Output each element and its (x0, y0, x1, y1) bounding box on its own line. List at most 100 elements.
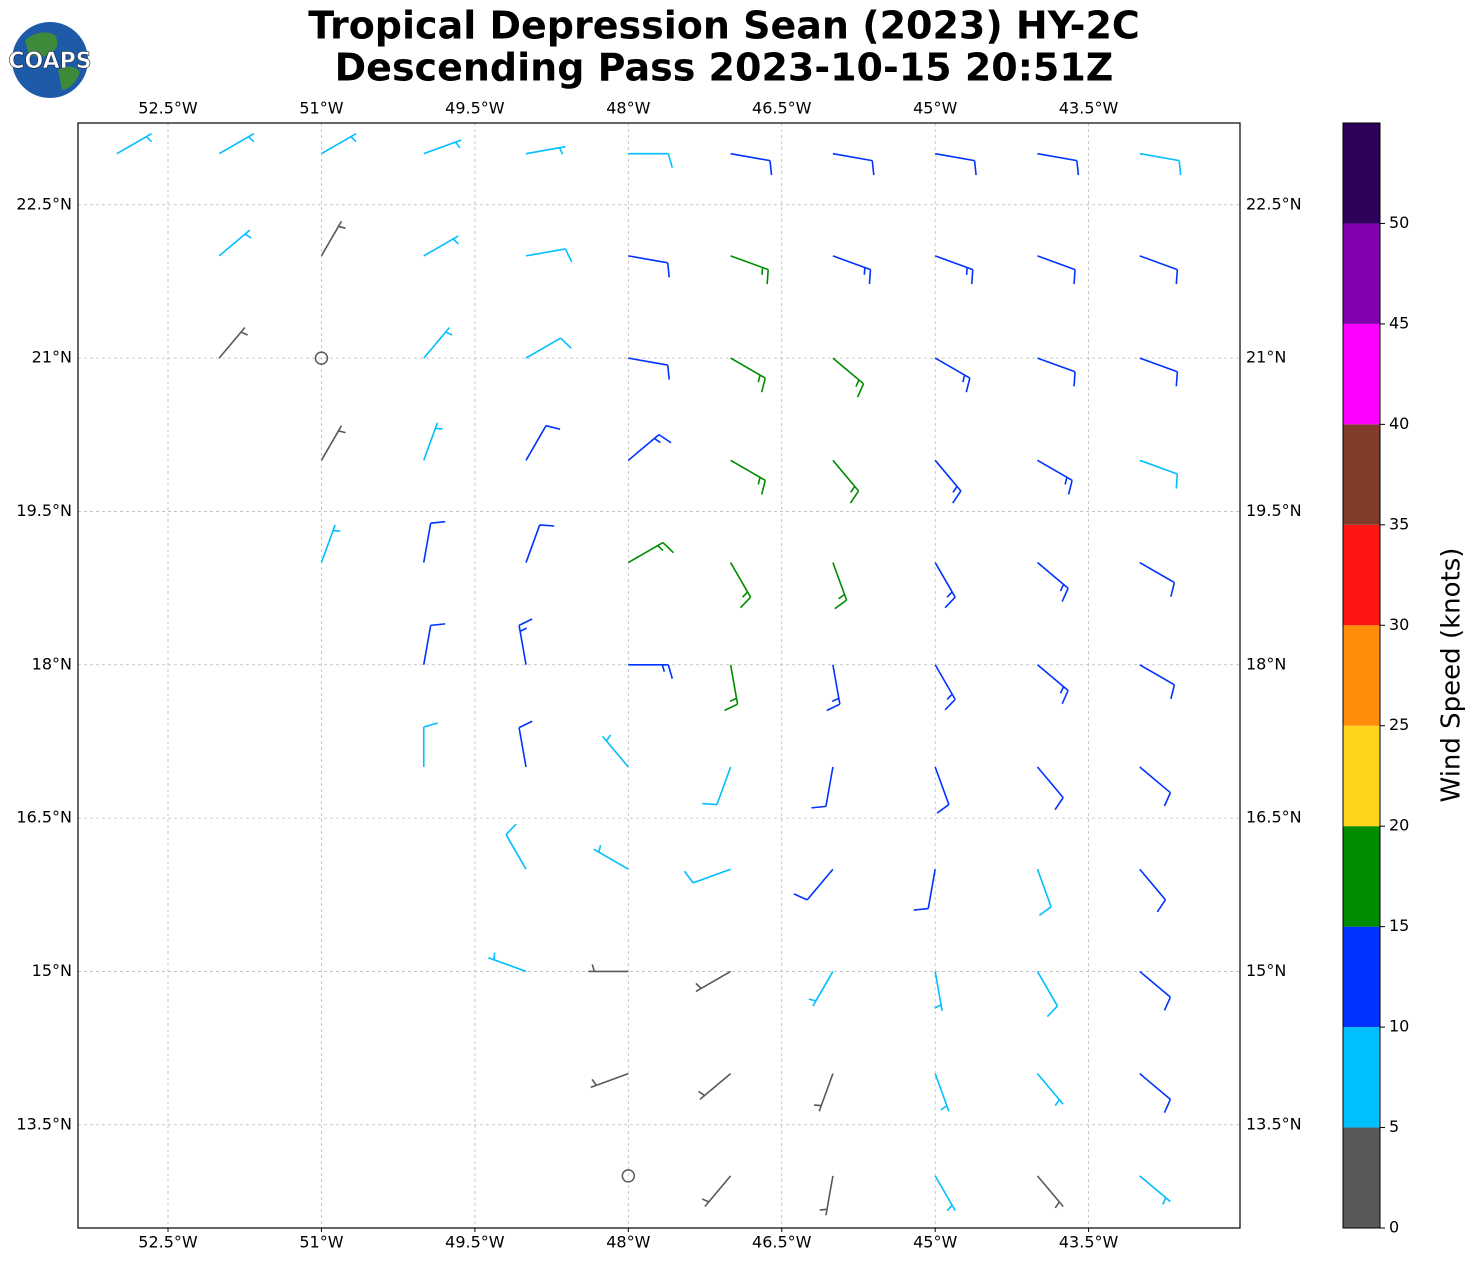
barb (683, 868, 731, 884)
barb (1139, 868, 1167, 913)
barb (218, 229, 252, 257)
barb (811, 766, 834, 809)
barb (1139, 766, 1172, 807)
logo: COAPS (8, 22, 92, 98)
x-tick-label: 52.5°W (138, 99, 198, 118)
y-tick-label: 21°N (1246, 348, 1286, 367)
colorbar-tick-label: 40 (1389, 414, 1409, 433)
barb (1139, 152, 1182, 176)
colorbar-segment (1343, 926, 1380, 1028)
barb (698, 1073, 732, 1100)
colorbar-segment (1343, 725, 1380, 827)
x-tick-label: 43.5°W (1059, 99, 1119, 118)
x-tick-label: 45°W (913, 1233, 957, 1252)
barb (913, 869, 936, 911)
y-tick-label: 19.5°N (1246, 501, 1302, 520)
barb (627, 433, 672, 461)
barb (590, 1072, 629, 1089)
barb (695, 970, 732, 993)
barb (832, 562, 848, 610)
barb (832, 459, 860, 504)
y-tick-label: 13.5°N (1246, 1114, 1302, 1133)
barb (1139, 970, 1172, 1011)
colorbar-tick-label: 45 (1389, 313, 1409, 332)
colorbar-tick-label: 30 (1389, 615, 1409, 634)
colorbar-tick-label: 35 (1389, 514, 1409, 533)
barb (1036, 766, 1064, 811)
barb (730, 357, 767, 393)
colorbar-tick-label: 10 (1389, 1017, 1409, 1036)
barb (593, 844, 629, 870)
barb (422, 623, 446, 665)
barb (826, 664, 841, 712)
barb (518, 720, 533, 768)
colorbar-tick-label: 20 (1389, 816, 1409, 835)
barb (934, 459, 962, 504)
x-tick-label: 51°W (299, 99, 343, 118)
colorbar-tick-label: 0 (1389, 1218, 1399, 1237)
barb (730, 152, 773, 176)
barb-calm (621, 1169, 636, 1183)
x-tick-label: 49.5°W (445, 1233, 505, 1252)
barb (1036, 664, 1069, 705)
barb (934, 1073, 950, 1112)
x-tick-label: 51°W (299, 1233, 343, 1252)
barb (1139, 357, 1179, 387)
barb (813, 1073, 834, 1112)
barb (1036, 1073, 1064, 1107)
x-tick-label: 46.5°W (752, 1233, 812, 1252)
logo-text: COAPS (8, 49, 91, 74)
barb (1139, 255, 1179, 285)
colorbar-segment (1343, 223, 1380, 324)
colorbar-tick-label: 5 (1389, 1117, 1399, 1136)
y-tick-label: 13.5°N (16, 1114, 72, 1133)
barb (1139, 1073, 1172, 1113)
barb (218, 132, 255, 155)
barb (1139, 561, 1176, 597)
barb (1036, 971, 1059, 1018)
y-tick-label: 19.5°N (16, 501, 72, 520)
barb (505, 823, 527, 870)
barb (422, 722, 438, 767)
barb (729, 562, 752, 609)
barb (423, 326, 453, 359)
barb (488, 952, 527, 973)
barb (701, 1175, 732, 1208)
colorbar-segment (1343, 424, 1380, 525)
y-tick-label: 16.5°N (1246, 808, 1302, 827)
y-tick-label: 16.5°N (16, 808, 72, 827)
barb (808, 971, 834, 1007)
barb (525, 524, 555, 563)
barb (423, 235, 459, 257)
barb (1037, 255, 1076, 285)
y-tick-label: 22.5°N (1246, 194, 1302, 213)
barb (525, 145, 566, 155)
colorbar-segment (1343, 1027, 1380, 1128)
barb (1139, 459, 1179, 489)
barb (934, 664, 956, 711)
barb (702, 766, 732, 806)
barb (601, 734, 629, 768)
barb (525, 248, 573, 263)
chart-subtitle: Descending Pass 2023-10-15 20:51Z (335, 46, 1114, 90)
barb (628, 152, 674, 168)
barb (423, 139, 462, 155)
barb (934, 971, 943, 1011)
colorbar-segment (1343, 1127, 1380, 1228)
chart-title: Tropical Depression Sean (2023) HY-2C (308, 4, 1140, 48)
colorbar-frame (1342, 122, 1381, 1229)
barb (1139, 1175, 1171, 1205)
barb (320, 220, 346, 257)
barb (422, 520, 446, 563)
barb (525, 424, 561, 461)
y-tick-label: 22.5°N (16, 194, 72, 213)
colorbar-tick-label: 25 (1389, 715, 1409, 734)
barb (320, 524, 341, 563)
barb (627, 541, 674, 564)
colorbar-segment (1343, 524, 1380, 626)
y-tick-label: 18°N (1246, 654, 1286, 673)
colorbar-segment (1343, 826, 1380, 927)
barb-calm (314, 351, 329, 365)
